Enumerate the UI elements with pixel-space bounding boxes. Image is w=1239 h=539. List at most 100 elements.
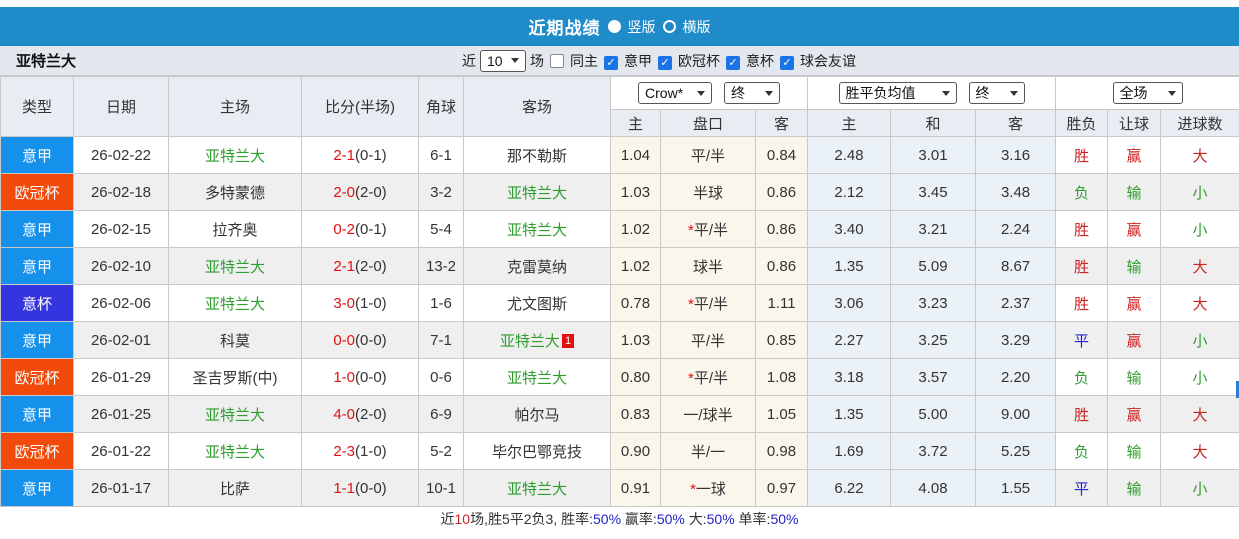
- league-checkbox-1[interactable]: [658, 56, 672, 70]
- away-team: 亚特兰大 1: [463, 321, 611, 359]
- halftime-score: (1-0): [355, 294, 387, 312]
- home-team: 科莫: [168, 321, 302, 359]
- avg-away: 2.20: [975, 358, 1057, 396]
- odds-home: 1.03: [610, 321, 661, 359]
- table-row: 意甲 26-01-17 比萨 1-1(0-0) 10-1 亚特兰大 0.91 *一球 0.97 6…: [0, 469, 1239, 507]
- odds-handicap: 球半: [660, 247, 756, 285]
- radio-vertical-label[interactable]: 竖版: [627, 18, 656, 35]
- away-team: 亚特兰大: [463, 210, 611, 248]
- match-count-value: 10: [487, 52, 503, 69]
- scrollbar-thumb[interactable]: [1236, 381, 1239, 398]
- chevron-down-icon: [765, 90, 774, 96]
- chevron-down-icon: [941, 90, 950, 96]
- sub-header-result-hcp: 让球: [1107, 109, 1162, 137]
- fulltime-score: 2-1: [333, 257, 355, 275]
- result-goals: 小: [1160, 358, 1239, 396]
- away-team-name: 亚特兰大: [506, 480, 567, 498]
- summary-footer: 近 10 场,胜5平2负3, 胜率: 50% 赢率: 50% 大: 50% 单率: 50%: [0, 507, 1239, 531]
- avg-away: 5.25: [975, 432, 1057, 470]
- avg-draw: 5.00: [890, 395, 977, 433]
- halftime-score: (2-0): [355, 405, 387, 423]
- odds-source-select[interactable]: Crow*: [638, 82, 713, 104]
- col-header-date: 日期: [73, 76, 169, 137]
- home-team: 亚特兰大: [168, 136, 302, 174]
- match-count-select[interactable]: 10: [480, 49, 526, 72]
- odds-away: 1.05: [754, 395, 809, 433]
- result-handicap: 输: [1107, 432, 1162, 470]
- title-bar: 近期战绩 竖版 横版: [0, 7, 1239, 46]
- league-type-badge: 意甲: [0, 136, 74, 174]
- avg-draw: 5.09: [890, 247, 977, 285]
- avg-away: 3.48: [975, 173, 1057, 211]
- odds-away: 0.84: [754, 136, 809, 174]
- odds-handicap: *平/半: [660, 358, 756, 396]
- halftime-score: (0-0): [355, 331, 387, 349]
- halftime-score: (1-0): [355, 442, 387, 460]
- avg-draw: 3.25: [890, 321, 977, 359]
- result-wdl: 胜: [1055, 136, 1109, 174]
- away-team-name: 克雷莫纳: [506, 258, 567, 276]
- home-team-name: 科莫: [219, 332, 250, 350]
- odds-source-value: Crow*: [645, 85, 684, 101]
- fulltime-score: 2-3: [333, 442, 355, 460]
- home-team: 亚特兰大: [168, 247, 302, 285]
- radio-horizontal-label[interactable]: 横版: [682, 18, 711, 35]
- fulltime-score: 4-0: [333, 405, 355, 423]
- result-handicap: 输: [1107, 358, 1162, 396]
- same-home-checkbox[interactable]: [550, 53, 564, 68]
- score: 0-2(0-1): [301, 210, 419, 248]
- corners: 5-2: [418, 432, 464, 470]
- odds-group-header: Crow* 终: [609, 76, 809, 110]
- score: 2-0(2-0): [301, 173, 419, 211]
- results-table: 类型 日期 主场 比分(半场) 角球 客场 Crow* 终: [0, 76, 1239, 507]
- radio-horizontal-layout[interactable]: [662, 20, 676, 33]
- result-wdl: 胜: [1055, 210, 1109, 248]
- fulltime-score: 2-1: [333, 146, 355, 164]
- avg-draw: 3.45: [890, 173, 977, 211]
- avg-away: 8.67: [975, 247, 1057, 285]
- away-team-name: 亚特兰大: [499, 332, 560, 350]
- result-wdl: 负: [1055, 173, 1109, 211]
- home-team: 亚特兰大: [168, 432, 302, 470]
- avg-source-select[interactable]: 胜平负均值: [838, 82, 957, 104]
- league-checkbox-0[interactable]: [604, 56, 618, 70]
- home-team-name: 比萨: [219, 480, 250, 498]
- odds-away: 0.97: [754, 469, 809, 507]
- count-suffix-label: 场: [530, 52, 544, 69]
- home-team-name: 亚特兰大: [204, 443, 265, 461]
- odds-home: 0.83: [610, 395, 661, 433]
- avg-home: 3.18: [807, 358, 892, 396]
- col-header-type: 类型: [0, 76, 74, 137]
- scope-select[interactable]: 全场: [1112, 82, 1183, 104]
- avg-home: 1.35: [807, 247, 892, 285]
- match-date: 26-01-22: [73, 432, 169, 470]
- footer-segment-5: 50%: [656, 511, 685, 527]
- radio-vertical-layout[interactable]: [607, 20, 621, 33]
- avg-home: 2.12: [807, 173, 892, 211]
- away-team: 亚特兰大: [463, 173, 611, 211]
- score: 2-1(0-1): [301, 136, 419, 174]
- odds-away: 0.98: [754, 432, 809, 470]
- league-checkbox-3[interactable]: [780, 56, 794, 70]
- handicap-star: *: [687, 221, 694, 239]
- result-wdl: 胜: [1055, 247, 1109, 285]
- scope-group-header: 全场: [1055, 76, 1239, 110]
- avg-home: 2.48: [807, 136, 892, 174]
- sub-header-result-goals: 进球数: [1160, 109, 1239, 137]
- result-handicap: 赢: [1107, 136, 1162, 174]
- avg-time-select[interactable]: 终: [968, 82, 1025, 104]
- avg-home: 2.27: [807, 321, 892, 359]
- league-checkbox-2[interactable]: [726, 56, 740, 70]
- match-date: 26-01-25: [73, 395, 169, 433]
- table-row: 意杯 26-02-06 亚特兰大 3-0(1-0) 1-6 尤文图斯 0.78 *平/半 1.1…: [0, 284, 1239, 322]
- odds-time-select[interactable]: 终: [724, 82, 781, 104]
- odds-home: 0.80: [610, 358, 661, 396]
- odds-handicap: 平/半: [660, 136, 756, 174]
- chevron-down-icon: [1167, 90, 1176, 96]
- home-team: 拉齐奥: [168, 210, 302, 248]
- result-handicap: 赢: [1107, 395, 1162, 433]
- table-row: 欧冠杯 26-01-22 亚特兰大 2-3(1-0) 5-2 毕尔巴鄂竞技 0.90 半/一 0…: [0, 432, 1239, 470]
- sub-header-avg-home: 主: [807, 109, 892, 137]
- avg-away: 2.37: [975, 284, 1057, 322]
- odds-away: 1.08: [754, 358, 809, 396]
